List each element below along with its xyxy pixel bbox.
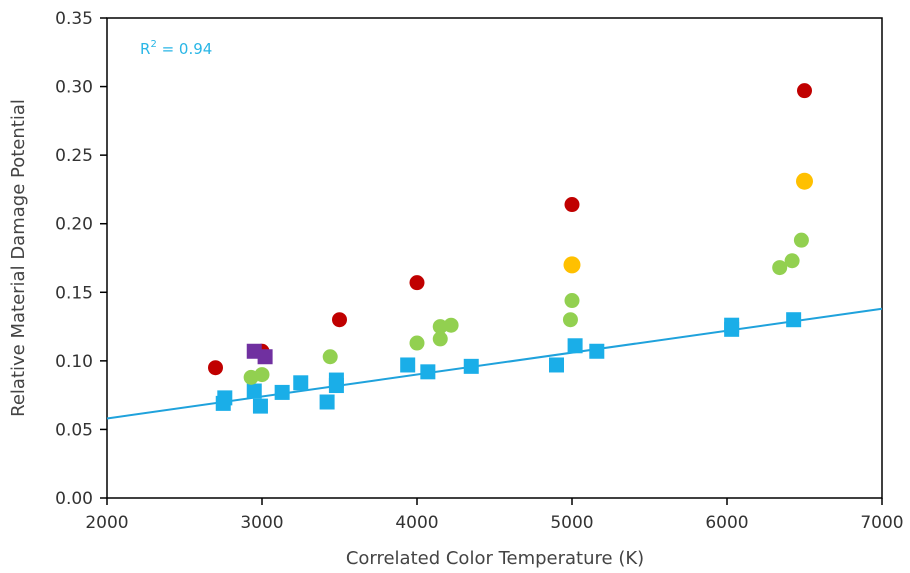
data-point-circle <box>409 335 425 351</box>
r-squared-value: = 0.94 <box>157 40 213 58</box>
data-marks <box>208 83 813 414</box>
data-point-circle <box>564 197 580 213</box>
data-point-square <box>786 312 802 328</box>
plot-frame <box>106 17 883 499</box>
r-squared-base: R <box>140 40 150 58</box>
data-point-circle <box>332 312 347 328</box>
data-point-circle <box>797 83 812 99</box>
data-point-circle <box>793 232 809 248</box>
x-tick-label: 4000 <box>395 513 438 533</box>
data-point-circle <box>432 331 448 347</box>
data-point-square <box>400 357 416 373</box>
y-tick-label: 0.00 <box>55 489 93 509</box>
x-tick-label: 3000 <box>240 513 283 533</box>
y-tick-label: 0.10 <box>55 352 93 372</box>
y-tick-label: 0.25 <box>55 146 93 166</box>
y-axis-title: Relative Material Damage Potential <box>8 99 29 417</box>
data-point-square <box>549 357 564 373</box>
data-point-circle <box>772 260 788 276</box>
r-squared-sup: 2 <box>150 39 156 50</box>
data-point-square <box>252 398 268 414</box>
data-point-circle <box>796 172 813 190</box>
y-tick-label: 0.20 <box>55 215 93 235</box>
tick-labels: 2000 3000 4000 5000 6000 7000 0.00 0.05 0.10 0.15… <box>55 9 903 533</box>
data-point-square <box>724 317 740 333</box>
x-axis-title: Correlated Color Temperature (K) <box>346 548 644 569</box>
y-tick-label: 0.15 <box>55 283 93 303</box>
data-point-square <box>217 390 233 406</box>
x-tick-label: 6000 <box>705 513 748 533</box>
x-tick-label: 2000 <box>85 513 128 533</box>
data-point-circle <box>443 317 459 333</box>
data-point-square <box>293 375 309 391</box>
y-tick-label: 0.05 <box>55 420 93 440</box>
data-point-circle <box>563 256 581 274</box>
series-4 <box>246 343 273 365</box>
r-squared-annotation: R2 = 0.94 <box>140 39 212 58</box>
trendline-layer <box>106 307 883 420</box>
data-point-circle <box>562 312 578 328</box>
plot-border <box>106 17 883 499</box>
data-point-square <box>463 358 479 374</box>
data-point-circle <box>564 293 580 309</box>
series-0 <box>215 312 802 414</box>
data-point-square <box>274 384 290 400</box>
axis-ticks <box>100 17 883 505</box>
data-point-square <box>257 349 273 365</box>
data-point-circle <box>254 367 270 383</box>
series-3 <box>563 172 813 274</box>
data-point-square <box>589 343 605 359</box>
data-point-square <box>319 394 335 410</box>
series-1 <box>243 232 809 385</box>
data-point-square <box>420 364 436 380</box>
data-point-circle <box>322 349 338 365</box>
x-tick-label: 5000 <box>550 513 593 533</box>
data-point-square <box>567 338 583 354</box>
data-point-square <box>328 372 344 388</box>
trendline <box>106 307 883 420</box>
data-point-square <box>246 383 262 399</box>
data-point-circle <box>409 275 425 291</box>
y-tick-label: 0.35 <box>55 9 93 29</box>
data-point-circle <box>208 360 223 376</box>
y-tick-label: 0.30 <box>55 78 93 98</box>
x-tick-label: 7000 <box>860 513 903 533</box>
data-point-circle <box>784 253 800 269</box>
